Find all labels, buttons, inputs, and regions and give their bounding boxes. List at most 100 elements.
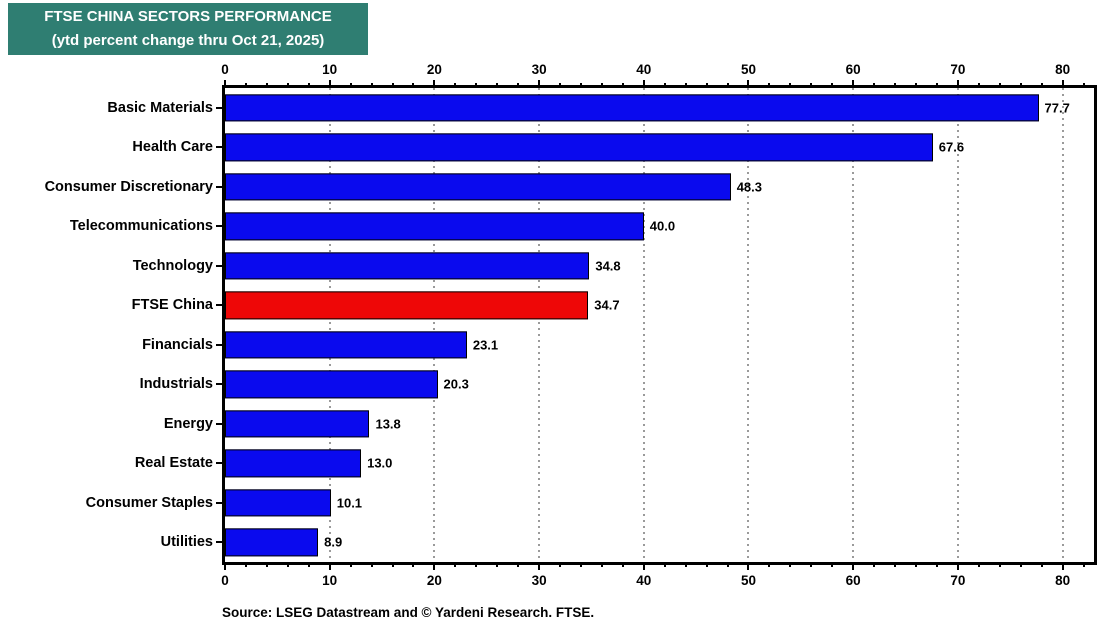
category-label-basic-materials: Basic Materials (107, 99, 213, 116)
plot-area: 0 10 20 30 40 50 60 70 80 0 10 20 30 40 50 60 70 80 Basi… (45, 62, 1097, 588)
gridline-80 (1061, 88, 1064, 562)
category-tick-consumer-discretionary (216, 185, 222, 188)
bar-value-consumer-discretionary: 48.3 (736, 179, 762, 195)
bar-value-financials: 23.1 (472, 337, 499, 353)
bar-value-ftse-china: 34.7 (594, 297, 620, 313)
tick-label-top-60: 60 (845, 62, 861, 77)
gridline-10 (328, 88, 331, 562)
bar-value-industrials: 20.3 (443, 376, 469, 392)
minor-tick-top-64 (894, 83, 897, 88)
bar-rows-layer: Basic Materials 77.7 Health Care 67.6 Consum… (45, 88, 1094, 563)
minor-tick-bottom-34 (579, 562, 582, 567)
minor-tick-top-74 (998, 83, 1001, 88)
major-tick-bottom-70 (956, 562, 959, 570)
bar-health-care (225, 133, 933, 161)
minor-tick-bottom-2 (244, 562, 247, 567)
minor-tick-bottom-58 (831, 562, 834, 567)
bar-row-technology: Technology 34.8 (133, 246, 1094, 286)
category-label-energy: Energy (163, 415, 213, 432)
category-tick-industrials (216, 383, 222, 386)
major-tick-top-80 (1061, 80, 1064, 88)
minor-tick-top-62 (873, 83, 876, 88)
minor-tick-top-76 (1019, 83, 1022, 88)
minor-tick-bottom-56 (810, 562, 813, 567)
category-label-consumer-discretionary: Consumer Discretionary (44, 178, 213, 195)
major-tick-top-60 (852, 80, 855, 88)
category-label-industrials: Industrials (139, 376, 213, 393)
minor-tick-bottom-64 (894, 562, 897, 567)
bar-energy (225, 410, 370, 438)
tick-label-top-0: 0 (221, 62, 229, 77)
tick-label-bottom-50: 50 (740, 573, 756, 588)
category-tick-energy (216, 422, 222, 425)
minor-tick-bottom-68 (935, 562, 938, 567)
major-tick-top-20 (433, 80, 436, 88)
major-tick-bottom-80 (1061, 562, 1064, 570)
tick-label-top-80: 80 (1055, 62, 1071, 77)
minor-tick-top-38 (621, 83, 624, 88)
bar-value-telecommunications: 40.0 (649, 218, 676, 234)
major-tick-top-10 (328, 80, 331, 88)
minor-tick-top-28 (517, 83, 520, 88)
minor-tick-bottom-36 (600, 562, 603, 567)
minor-tick-top-12 (349, 83, 352, 88)
bar-value-health-care: 67.6 (938, 139, 965, 155)
tick-label-top-20: 20 (426, 62, 442, 77)
gridline-20 (433, 88, 436, 562)
category-label-health-care: Health Care (132, 139, 213, 156)
minor-tick-top-4 (265, 83, 268, 88)
gridline-70 (956, 88, 959, 562)
major-tick-bottom-20 (433, 562, 436, 570)
major-tick-top-30 (538, 80, 541, 88)
gridline-40 (642, 88, 645, 562)
minor-tick-top-2 (244, 83, 247, 88)
tick-label-top-40: 40 (636, 62, 652, 77)
gridline-50 (747, 88, 750, 562)
major-tick-top-0 (224, 80, 226, 88)
minor-tick-bottom-32 (559, 562, 562, 567)
minor-tick-bottom-72 (977, 562, 980, 567)
minor-tick-bottom-46 (705, 562, 708, 567)
category-tick-technology (216, 264, 222, 267)
bar-value-technology: 34.8 (595, 258, 621, 274)
minor-tick-top-44 (684, 83, 687, 88)
bar-value-basic-materials: 77.7 (1044, 100, 1070, 116)
gridline-60 (852, 88, 855, 562)
minor-tick-top-22 (454, 83, 457, 88)
category-label-financials: Financials (142, 336, 213, 353)
minor-tick-bottom-76 (1019, 562, 1022, 567)
minor-tick-top-18 (412, 83, 415, 88)
bar-value-utilities: 8.9 (324, 534, 343, 550)
bar-row-utilities: Utilities 8.9 (161, 523, 1094, 563)
minor-tick-top-72 (977, 83, 980, 88)
minor-tick-top-48 (726, 83, 729, 88)
chart-title-line2: (ytd percent change thru Oct 21, 2025) (51, 32, 325, 49)
bar-value-energy: 13.8 (375, 416, 401, 432)
minor-tick-top-16 (391, 83, 394, 88)
category-tick-telecommunications (216, 225, 222, 228)
minor-tick-bottom-18 (412, 562, 415, 567)
bar-technology (225, 252, 590, 280)
bar-row-telecommunications: Telecommunications 40.0 (70, 207, 1094, 247)
minor-tick-top-56 (810, 83, 813, 88)
bar-consumer-discretionary (225, 173, 731, 201)
bar-utilities (225, 528, 319, 556)
major-tick-top-40 (642, 80, 645, 88)
minor-tick-top-36 (600, 83, 603, 88)
category-label-real-estate: Real Estate (134, 455, 213, 472)
major-tick-bottom-40 (642, 562, 645, 570)
minor-tick-bottom-24 (475, 562, 478, 567)
minor-tick-top-58 (831, 83, 834, 88)
bar-industrials (225, 370, 438, 398)
category-tick-utilities (216, 541, 222, 544)
tick-label-top-50: 50 (740, 62, 756, 77)
minor-tick-top-42 (663, 83, 666, 88)
category-label-technology: Technology (132, 257, 213, 274)
minor-tick-top-14 (370, 83, 373, 88)
bar-value-real-estate: 13.0 (367, 455, 393, 471)
major-tick-bottom-60 (852, 562, 855, 570)
tick-label-top-30: 30 (531, 62, 547, 77)
bar-row-consumer-discretionary: Consumer Discretionary 48.3 (45, 167, 1094, 207)
tick-label-top-10: 10 (322, 62, 338, 77)
minor-tick-top-6 (286, 83, 289, 88)
